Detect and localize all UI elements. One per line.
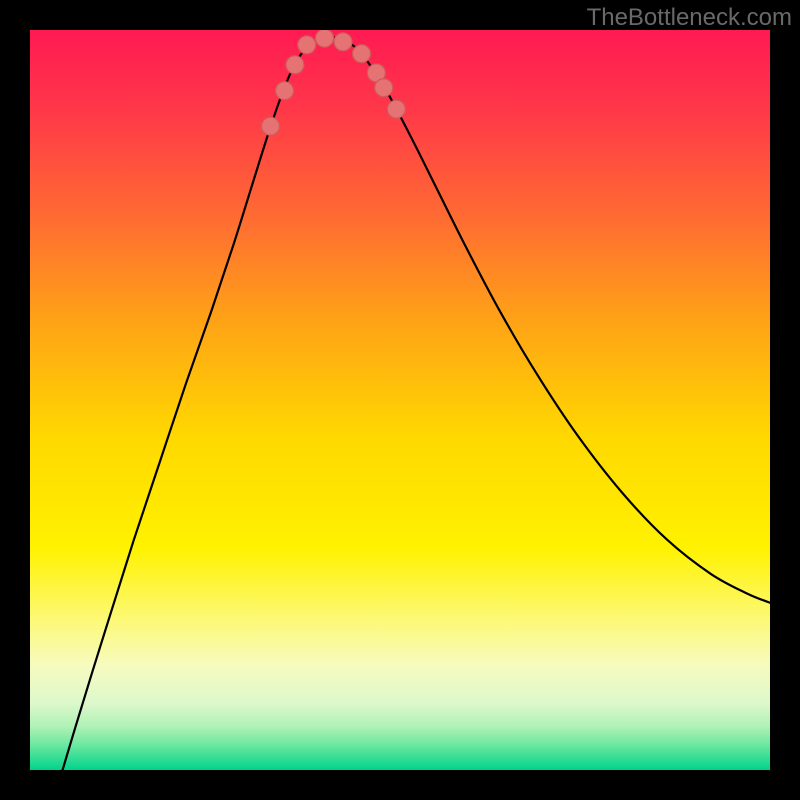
curve-marker [353, 45, 371, 63]
watermark-text: TheBottleneck.com [587, 4, 792, 32]
curve-marker [334, 33, 352, 51]
curve-marker [387, 100, 405, 118]
curve-marker [375, 79, 393, 97]
curve-marker [286, 56, 304, 74]
chart-root: TheBottleneck.com [0, 0, 800, 800]
plot-area [30, 30, 770, 770]
curve-marker [316, 30, 334, 47]
curve-marker [298, 36, 316, 54]
curve-marker [276, 82, 294, 100]
gradient-background [30, 30, 770, 770]
plot-svg [30, 30, 770, 770]
curve-marker [262, 117, 280, 135]
